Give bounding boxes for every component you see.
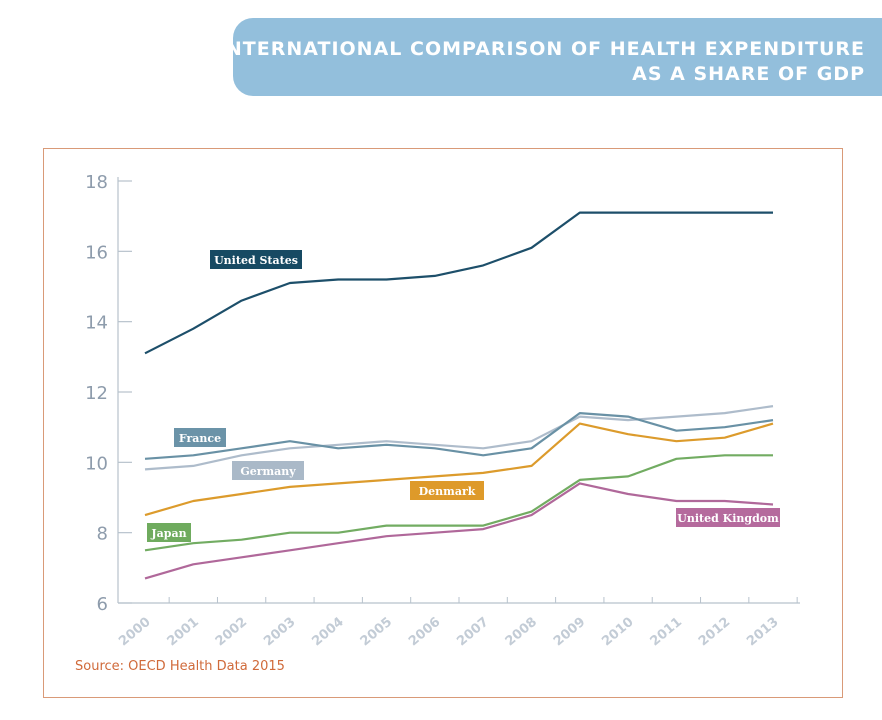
x-tick-label: 2012 — [696, 615, 733, 650]
x-tick-label: 2003 — [261, 615, 298, 650]
x-tick-label: 2002 — [213, 615, 250, 650]
y-tick-label: 18 — [85, 172, 108, 193]
series-line-united-states — [144, 211, 773, 355]
y-tick-label: 12 — [85, 383, 108, 404]
x-tick-label: 2011 — [648, 615, 685, 650]
series-label-box-united-kingdom — [676, 508, 780, 527]
series-label-box-japan — [147, 523, 191, 542]
series-label-france: France — [179, 432, 221, 445]
chart-title-line-1: INTERNATIONAL COMPARISON OF HEALTH EXPEN… — [217, 38, 865, 60]
series-line-denmark — [144, 422, 774, 517]
x-tick-label: 2009 — [551, 615, 588, 650]
source-note: Source: OECD Health Data 2015 — [75, 659, 285, 674]
series-line-france — [144, 412, 774, 460]
x-tick-label: 2005 — [358, 615, 395, 650]
y-tick-label: 16 — [85, 242, 108, 263]
y-tick-label: 6 — [97, 594, 108, 615]
series-lines — [144, 211, 774, 580]
x-tick-label: 2013 — [744, 615, 781, 650]
series-line-united-kingdom — [144, 482, 774, 580]
x-tick-label: 2001 — [165, 615, 202, 650]
series-label-japan: Japan — [150, 527, 186, 540]
series-label-united-kingdom: United Kingdom — [677, 512, 779, 525]
y-tick-label: 8 — [97, 524, 108, 545]
series-labels: United States Germany France Denmark Japan Un… — [147, 250, 780, 542]
series-label-box-denmark — [410, 481, 484, 500]
series-label-box-france — [174, 428, 226, 447]
series-line-japan — [144, 454, 773, 552]
series-line-germany — [144, 405, 774, 471]
chart-frame — [43, 148, 843, 698]
title-banner: INTERNATIONAL COMPARISON OF HEALTH EXPEN… — [218, 18, 882, 96]
x-tick-label: 2007 — [454, 615, 491, 650]
x-tick-label: 2010 — [599, 615, 636, 650]
series-label-box-germany — [232, 461, 304, 480]
x-tick-label: 2004 — [309, 615, 346, 650]
x-tick-label: 2000 — [116, 615, 153, 650]
series-label-germany: Germany — [240, 465, 296, 478]
chart-title-line-2: AS A SHARE OF GDP — [632, 63, 865, 85]
series-label-denmark: Denmark — [419, 485, 476, 498]
chart-axes: 6 8 10 12 14 16 18 2000 2001 2002 2003 2004 2005 2006… — [85, 172, 800, 649]
x-tick-label: 2006 — [406, 615, 443, 650]
x-tick-label: 2008 — [503, 615, 540, 650]
series-label-box-united-states — [210, 250, 302, 269]
y-tick-label: 10 — [85, 453, 108, 474]
y-tick-label: 14 — [85, 313, 108, 334]
series-label-united-states: United States — [214, 254, 298, 267]
